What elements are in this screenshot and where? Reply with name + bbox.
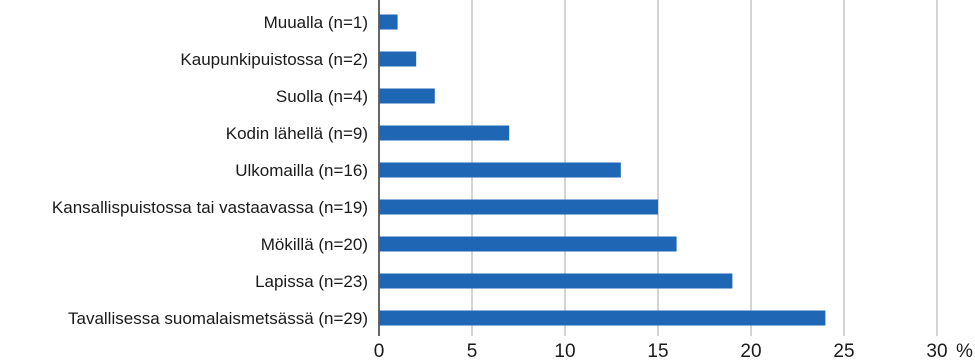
bar xyxy=(379,236,677,252)
category-label: Kodin lähellä (n=9) xyxy=(226,124,368,143)
bar xyxy=(379,162,621,178)
x-tick-label: 20 xyxy=(740,341,761,362)
bar xyxy=(379,14,398,30)
x-tick-label: 5 xyxy=(467,341,478,362)
bar xyxy=(379,310,826,326)
bar xyxy=(379,273,733,289)
bar xyxy=(379,125,510,141)
category-label: Ulkomailla (n=16) xyxy=(235,161,368,180)
bar xyxy=(379,199,658,215)
category-label: Suolla (n=4) xyxy=(276,87,368,106)
x-tick-label: 0 xyxy=(374,341,385,362)
x-tick-label: 25 xyxy=(833,341,854,362)
category-label: Muualla (n=1) xyxy=(264,13,368,32)
x-tick-label: 30 xyxy=(926,341,947,362)
x-tick-label: 10 xyxy=(554,341,575,362)
category-label: Lapissa (n=23) xyxy=(255,272,368,291)
category-label: Mökillä (n=20) xyxy=(261,235,368,254)
bar xyxy=(379,51,417,67)
x-tick-label: 15 xyxy=(647,341,668,362)
category-label: Tavallisessa suomalaismetsässä (n=29) xyxy=(68,309,368,328)
x-unit-label: % xyxy=(956,341,973,362)
category-label: Kaupunkipuistossa (n=2) xyxy=(180,50,368,69)
bar xyxy=(379,88,435,104)
category-label: Kansallispuistossa tai vastaavassa (n=19… xyxy=(52,198,368,217)
